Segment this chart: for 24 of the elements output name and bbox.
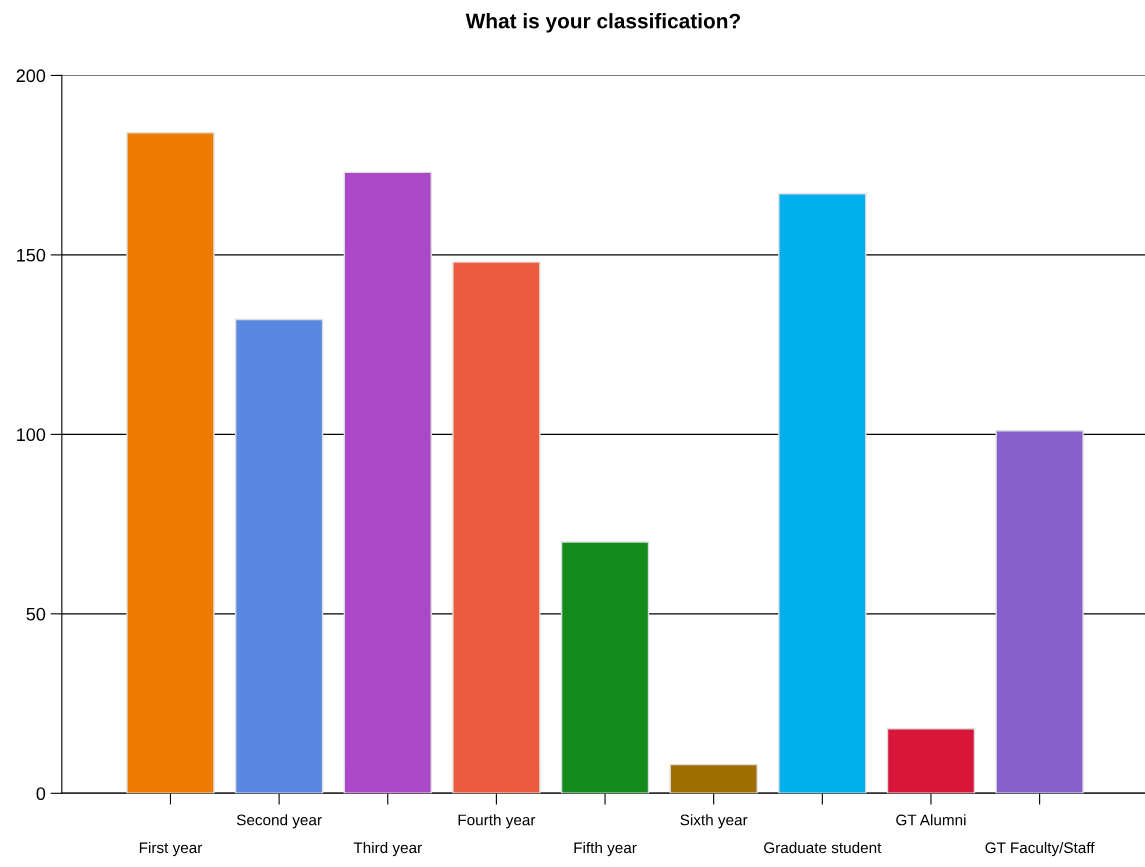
y-tick-label: 150 xyxy=(17,248,46,262)
x-tick-label: GT Faculty/Staff xyxy=(985,841,1095,857)
bar xyxy=(778,193,867,794)
bar xyxy=(995,430,1084,794)
x-tick-label: Graduate student xyxy=(764,841,882,854)
x-tick-label: Third year xyxy=(353,841,422,857)
bar xyxy=(343,171,432,794)
x-tick-label: GT Alumni xyxy=(896,814,966,826)
y-tick-label: 200 xyxy=(16,69,46,83)
x-tick-label: Fourth year xyxy=(458,814,536,829)
x-tick-label: Fifth year xyxy=(574,841,637,857)
bar xyxy=(886,728,976,794)
x-tick-label: Sixth year xyxy=(680,814,748,829)
y-tick-label: 100 xyxy=(17,428,46,442)
y-tick-label: 50 xyxy=(26,607,46,621)
bar xyxy=(126,132,215,794)
x-tick-label: Second year xyxy=(236,814,322,829)
bar xyxy=(669,763,758,794)
bar xyxy=(234,318,324,794)
bar xyxy=(560,541,650,794)
chart-title: What is your classification? xyxy=(465,13,740,33)
y-tick-label: 0 xyxy=(36,787,46,801)
x-tick-label: First year xyxy=(139,841,203,857)
bar xyxy=(452,261,541,794)
